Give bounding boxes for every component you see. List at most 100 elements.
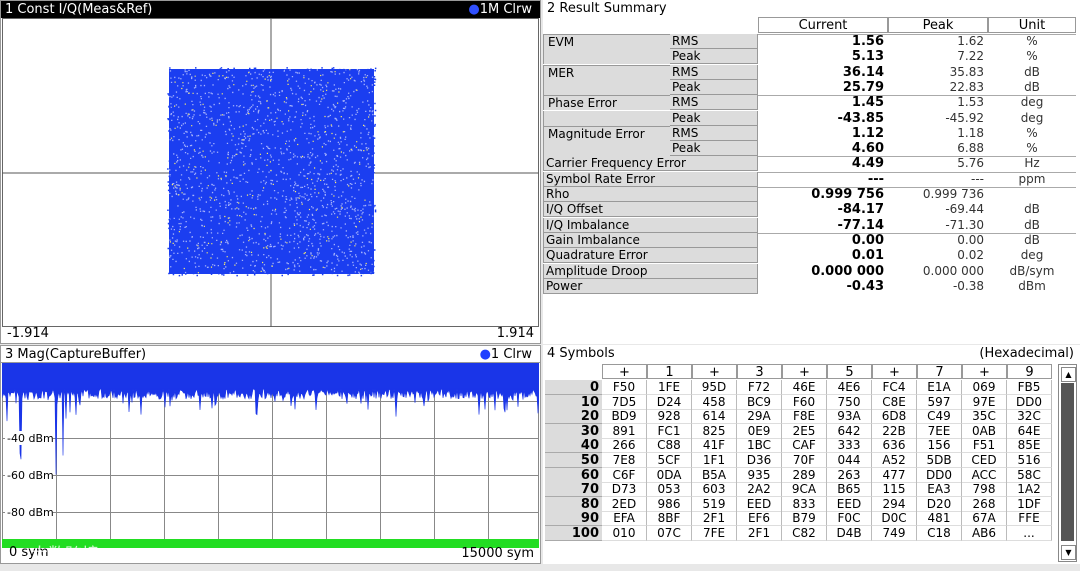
current-value: 1.45	[851, 95, 884, 111]
symbol-value: D20	[917, 496, 962, 512]
symbol-value: 477	[872, 467, 917, 483]
peak-value: -69.44	[945, 202, 984, 217]
row-index: 60	[545, 467, 602, 483]
symbol-value: 614	[692, 409, 737, 425]
symbol-value: EF6	[737, 511, 782, 527]
current-value: ---	[867, 171, 884, 187]
symbol-value: 95D	[692, 380, 737, 395]
symbol-value: BC9	[737, 394, 782, 410]
scrollbar[interactable]: ▲ ▼	[1058, 364, 1077, 562]
symbol-value: B65	[827, 482, 872, 498]
row-label: Quadrature Error	[543, 248, 758, 264]
row-sub-label: RMS	[670, 34, 758, 49]
symbol-value: 85E	[1007, 438, 1052, 454]
unit: deg	[1020, 248, 1044, 263]
symbol-value: 6D8	[872, 409, 917, 425]
constellation-cloud	[169, 69, 374, 274]
row-index: 70	[545, 482, 602, 498]
symbol-value: 268	[962, 496, 1007, 512]
symbol-value: 97E	[962, 394, 1007, 410]
magnitude-panel: 3 Mag(CaptureBuffer) ●1 Clrw -40 dBm -60 …	[0, 345, 541, 565]
row-label: I/Q Offset	[543, 202, 758, 218]
watermark: 大数跨境	[31, 545, 99, 565]
column-header: 3	[737, 364, 782, 380]
symbol-value: DD0	[917, 467, 962, 483]
row-index: 50	[545, 453, 602, 468]
row-divider	[758, 187, 1076, 188]
row-index: 20	[545, 409, 602, 425]
symbol-value: DD0	[1007, 394, 1052, 410]
row-label: Amplitude Droop	[543, 263, 758, 279]
symbol-value: 333	[827, 438, 872, 454]
symbol-value: 93A	[827, 409, 872, 425]
symbol-value: EA3	[917, 482, 962, 498]
trace-dot: ●	[479, 347, 491, 362]
peak-value: -71.30	[945, 217, 984, 232]
unit: dB	[1024, 217, 1040, 232]
symbol-value: 519	[692, 496, 737, 512]
symbol-value: FB5	[1007, 380, 1052, 395]
column-header: +	[962, 364, 1007, 380]
symbol-value: 289	[782, 467, 827, 483]
row-sub-label: RMS	[670, 95, 758, 111]
symbol-value: C8E	[872, 394, 917, 410]
scroll-thumb[interactable]	[1061, 383, 1074, 541]
symbol-value: D73	[602, 482, 647, 498]
symbol-value: ACC	[962, 467, 1007, 483]
column-header: +	[602, 364, 647, 380]
symbol-value: F72	[737, 380, 782, 395]
scroll-up[interactable]: ▲	[1061, 367, 1076, 382]
symbol-value: 749	[872, 526, 917, 541]
peak-value: 1.18	[957, 125, 984, 140]
row-sub-label: Peak	[670, 110, 758, 126]
x-end-label: 15000 sym	[461, 546, 534, 561]
symbol-value: 41F	[692, 438, 737, 454]
current-value: 4.60	[851, 141, 884, 157]
column-header: 5	[827, 364, 872, 380]
symbol-value: D24	[647, 394, 692, 410]
x-min-label: -1.914	[7, 326, 49, 341]
row-label-cell	[543, 141, 670, 157]
symbol-value: 9CA	[782, 482, 827, 498]
symbol-value: FC4	[872, 380, 917, 395]
unit: dB	[1024, 79, 1040, 94]
constellation-plot	[2, 18, 539, 327]
symbol-value: 891	[602, 423, 647, 439]
symbol-value: F8E	[782, 409, 827, 425]
symbol-value: D0C	[872, 511, 917, 527]
column-header: Unit	[988, 17, 1076, 33]
symbol-value: 5DB	[917, 453, 962, 468]
constellation-panel: 1 Const I/Q(Meas&Ref) ●1M Clrw -1.914 1.…	[0, 0, 541, 344]
symbol-value: 07C	[647, 526, 692, 541]
row-label-cell	[543, 49, 670, 65]
current-value: 0.00	[851, 232, 884, 248]
symbol-value: 5CF	[647, 453, 692, 468]
scroll-down[interactable]: ▼	[1061, 545, 1076, 560]
peak-value: -45.92	[945, 110, 984, 125]
panel-title-bar: 3 Mag(CaptureBuffer) ●1 Clrw	[1, 346, 540, 363]
symbol-value: 2A2	[737, 482, 782, 498]
row-label: Rho	[543, 187, 758, 202]
symbol-value: EFA	[602, 511, 647, 527]
symbol-value: FC1	[647, 423, 692, 439]
symbol-value: D36	[737, 453, 782, 468]
unit: dB	[1024, 202, 1040, 217]
panel-title-bar: 4 Symbols (Hexadecimal)	[543, 345, 1080, 362]
row-label-cell: EVM	[543, 34, 670, 49]
row-index: 90	[545, 511, 602, 527]
peak-value: 35.83	[949, 64, 984, 79]
symbol-value: 516	[1007, 453, 1052, 468]
symbol-value: EED	[737, 496, 782, 512]
row-divider	[758, 34, 1076, 35]
symbol-value: 928	[647, 409, 692, 425]
symbol-value: 35C	[962, 409, 1007, 425]
row-label-cell: Magnitude Error	[543, 125, 670, 141]
symbol-value: AB6	[962, 526, 1007, 541]
y-label-bg	[5, 505, 53, 519]
symbol-value: 1DF	[1007, 496, 1052, 512]
symbol-value: 2E5	[782, 423, 827, 439]
peak-value: 1.53	[957, 95, 984, 110]
unit: dB	[1024, 64, 1040, 79]
symbol-value: BD9	[602, 409, 647, 425]
